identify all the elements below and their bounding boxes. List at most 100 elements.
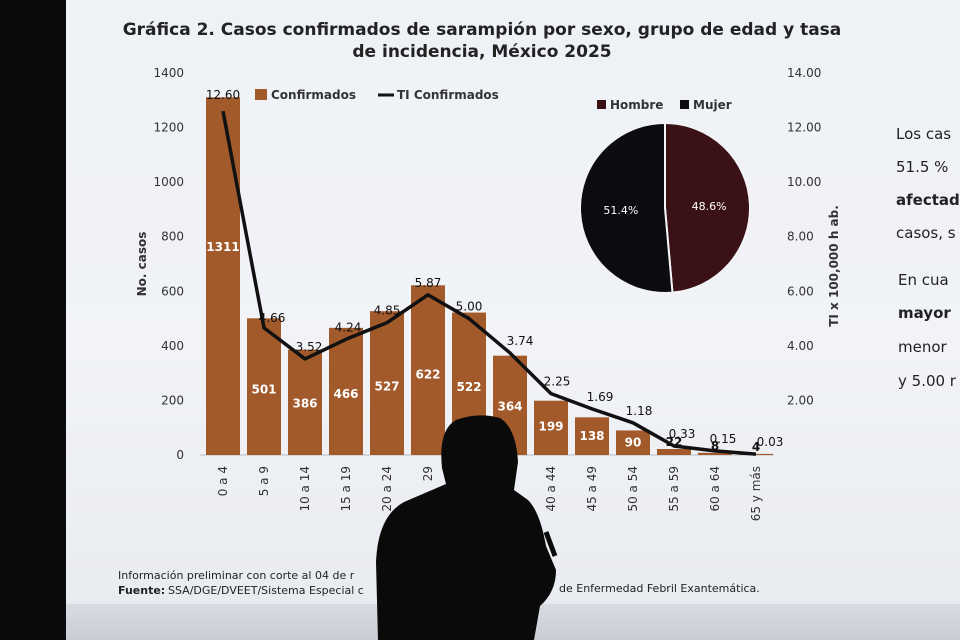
x-tick-label: 40 a 44 bbox=[544, 466, 558, 512]
x-tick-label: 10 a 14 bbox=[298, 466, 312, 512]
speaker-silhouette bbox=[376, 415, 558, 640]
footer-source-b: de Enfermedad Febril Exantemática. bbox=[559, 582, 760, 595]
rate-value-label: 4.66 bbox=[259, 311, 286, 325]
rate-value-label: 4.24 bbox=[335, 320, 362, 334]
rate-value-label: 12.60 bbox=[206, 88, 240, 102]
side-text-2: 51.5 % bbox=[896, 158, 948, 176]
pie-legend: Hombre Mujer bbox=[597, 98, 732, 112]
rate-value-label: 0.15 bbox=[710, 432, 737, 446]
chart-title-line1: Gráfica 2. Casos confirmados de sarampió… bbox=[123, 20, 842, 40]
bar bbox=[411, 285, 445, 455]
rate-value-label: 0.03 bbox=[757, 435, 784, 449]
bar-value-label: 138 bbox=[579, 429, 604, 443]
y2-tick-label: 2.00 bbox=[787, 393, 814, 407]
pie-legend-label-hombre: Hombre bbox=[610, 98, 663, 112]
bar-value-label: 522 bbox=[456, 380, 481, 394]
rate-value-label: 3.52 bbox=[296, 340, 323, 354]
rate-value-label: 5.00 bbox=[456, 300, 483, 314]
y-tick-label: 200 bbox=[161, 393, 184, 407]
y-tick-label: 1400 bbox=[153, 66, 184, 80]
y-tick-label: 600 bbox=[161, 284, 184, 298]
pie-slice bbox=[579, 121, 674, 294]
y-axis-ticks: 0 200 400 600 800 1000 1200 1400 bbox=[153, 66, 184, 462]
bar bbox=[370, 311, 404, 455]
bar-value-label: 90 bbox=[625, 436, 642, 450]
dark-left-edge bbox=[0, 0, 66, 640]
y2-tick-label: 12.00 bbox=[787, 121, 821, 135]
bar-series bbox=[206, 97, 773, 455]
chart-title-line2: de incidencia, México 2025 bbox=[352, 42, 611, 62]
bar bbox=[247, 318, 281, 455]
x-tick-label: 15 a 19 bbox=[339, 466, 353, 512]
footer-source-a: SSA/DGE/DVEET/Sistema Especial c bbox=[168, 584, 364, 597]
microphone bbox=[543, 531, 558, 557]
rate-labels: 12.60 4.66 3.52 4.24 4.85 5.87 5.00 3.74 2.25 1.6… bbox=[206, 88, 784, 449]
x-tick-label: 50 a 54 bbox=[626, 466, 640, 512]
x-tick-label: 20 a 24 bbox=[380, 466, 394, 512]
pie-slice-label: 51.4% bbox=[603, 204, 638, 217]
bar-value-label: 466 bbox=[333, 387, 358, 401]
y-tick-label: 400 bbox=[161, 339, 184, 353]
y-tick-label: 800 bbox=[161, 230, 184, 244]
y-tick-label: 0 bbox=[176, 448, 184, 462]
sex-pie-chart: 48.6% 51.4% bbox=[579, 121, 751, 294]
bar-value-label: 4 bbox=[752, 440, 760, 454]
bar bbox=[739, 453, 773, 455]
bar bbox=[698, 452, 732, 455]
x-tick-label: 45 a 49 bbox=[585, 466, 599, 512]
side-text-1: Los cas bbox=[896, 125, 951, 143]
bar bbox=[534, 400, 568, 455]
side-text: Los cas 51.5 % afectad casos, s En cua m… bbox=[896, 125, 960, 390]
y2-tick-label: 8.00 bbox=[787, 230, 814, 244]
bar bbox=[616, 430, 650, 455]
side-text-4: casos, s bbox=[896, 224, 956, 242]
side-text-3: afectad bbox=[896, 191, 960, 209]
side-text-7: menor bbox=[898, 338, 948, 356]
bar bbox=[288, 349, 322, 455]
pie-legend-label-mujer: Mujer bbox=[693, 98, 732, 112]
bar-value-label: 622 bbox=[415, 368, 440, 382]
footer-source-label: Fuente: bbox=[118, 584, 165, 597]
pie-slice-label: 48.6% bbox=[692, 200, 727, 213]
bar-value-label: 386 bbox=[292, 397, 317, 411]
rate-value-label: 1.69 bbox=[587, 390, 614, 404]
speaker-hand bbox=[516, 523, 536, 549]
bar-value-label: 199 bbox=[538, 420, 563, 434]
pie-legend-swatch-mujer bbox=[680, 100, 689, 109]
bar bbox=[657, 448, 691, 455]
y2-axis-ticks: 2.00 4.00 6.00 8.00 10.00 12.00 14.00 bbox=[787, 66, 821, 407]
y2-tick-label: 4.00 bbox=[787, 339, 814, 353]
rate-value-label: 3.74 bbox=[507, 334, 534, 348]
side-text-8: y 5.00 r bbox=[898, 372, 957, 390]
bar bbox=[206, 97, 240, 455]
legend-label-confirmados: Confirmados bbox=[271, 88, 356, 102]
bar-value-label: 364 bbox=[497, 399, 522, 413]
x-tick-label: 60 a 64 bbox=[708, 466, 722, 512]
rate-line-series bbox=[221, 110, 757, 456]
x-tick-label: 55 a 59 bbox=[667, 466, 681, 512]
bar-value-label: 8 bbox=[711, 439, 719, 453]
x-tick-label: 0 a 4 bbox=[216, 466, 230, 496]
x-tick-label: 5 a 9 bbox=[257, 466, 271, 496]
x-tick-label: 29 bbox=[421, 466, 435, 481]
bar-value-label: 1311 bbox=[206, 240, 239, 254]
y2-tick-label: 6.00 bbox=[787, 284, 814, 298]
y2-tick-label: 10.00 bbox=[787, 175, 821, 189]
bar bbox=[575, 417, 609, 455]
y-axis-label: No. casos bbox=[135, 232, 149, 297]
footer-note: Información preliminar con corte al 04 d… bbox=[118, 569, 355, 582]
rate-value-label: 2.25 bbox=[544, 375, 571, 389]
rate-line bbox=[221, 110, 757, 456]
bar bbox=[329, 327, 363, 455]
speaker-body bbox=[376, 415, 556, 640]
x-axis-ticks: 0 a 4 5 a 9 10 a 14 15 a 19 20 a 24 29 40 a 44… bbox=[216, 466, 763, 521]
rate-value-label: 5.87 bbox=[415, 276, 442, 290]
rate-value-label: 4.85 bbox=[374, 304, 401, 318]
bar-value-label: 501 bbox=[251, 382, 276, 396]
y2-axis-label: TI x 100,000 h ab. bbox=[827, 205, 841, 327]
legend-label-ti: TI Confirmados bbox=[397, 88, 499, 102]
side-text-6: mayor bbox=[898, 304, 951, 322]
